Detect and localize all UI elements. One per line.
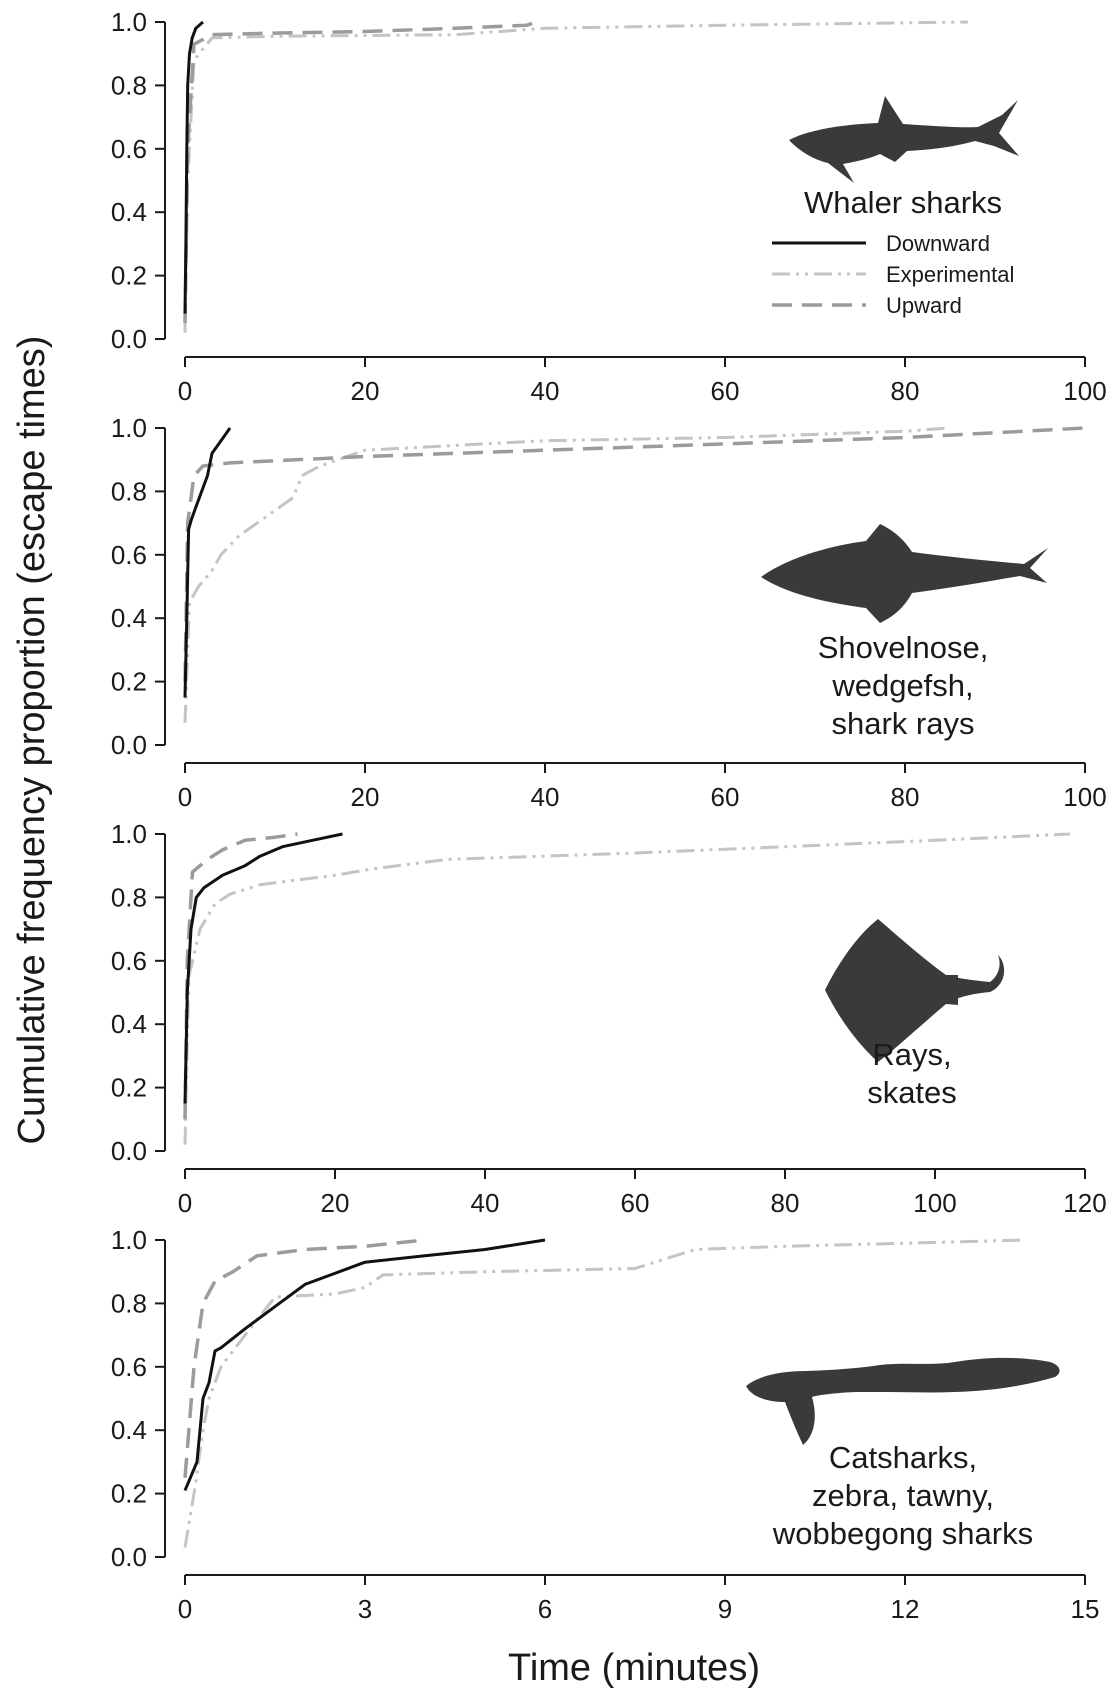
y-tick-label: 0.0 xyxy=(111,730,147,760)
panel-3: 0.0 0.2 0.4 0.6 0.8 1.0 0 20 40 60 80 100 120 Rays,sk… xyxy=(111,819,1107,1218)
y-tick-label: 0.8 xyxy=(111,476,147,506)
legend-label-upward: Upward xyxy=(886,293,962,318)
shovelnose-ray-icon xyxy=(761,524,1048,623)
y-tick-label: 1.0 xyxy=(111,819,147,849)
group-label: Whaler sharks xyxy=(804,185,1002,220)
x-tick-label: 40 xyxy=(471,1188,500,1218)
y-tick-label: 0.6 xyxy=(111,134,147,164)
y-tick-label: 0.0 xyxy=(111,1542,147,1572)
whaler-shark-icon xyxy=(789,96,1019,183)
legend-label-downward: Downward xyxy=(886,231,990,256)
x-tick-label: 60 xyxy=(621,1188,650,1218)
x-axis-title: Time (minutes) xyxy=(508,1647,760,1689)
x-tick-label: 60 xyxy=(711,782,740,812)
y-tick-label: 0.6 xyxy=(111,540,147,570)
series-line-experimental xyxy=(183,1238,1026,1548)
y-tick-label: 1.0 xyxy=(111,1225,147,1255)
x-tick-label: 100 xyxy=(1063,782,1106,812)
y-tick-label: 0.4 xyxy=(111,1009,147,1039)
y-tick-label: 0.8 xyxy=(111,1288,147,1318)
x-tick-label: 40 xyxy=(531,782,560,812)
series-line-downward xyxy=(183,427,232,698)
y-tick-label: 0.2 xyxy=(111,261,147,291)
legend: Downward Experimental Upward xyxy=(772,231,1014,318)
panel-1: 0.0 0.2 0.4 0.6 0.8 1.0 0 20 40 60 80 100 Whaler sha… xyxy=(111,7,1107,406)
series-line-downward xyxy=(183,20,204,314)
x-tick-label: 80 xyxy=(891,782,920,812)
x-tick-label: 80 xyxy=(771,1188,800,1218)
y-tick-label: 1.0 xyxy=(111,413,147,443)
x-tick-label: 20 xyxy=(321,1188,350,1218)
y-tick-label: 0.4 xyxy=(111,197,147,227)
x-tick-label: 60 xyxy=(711,376,740,406)
y-tick-label: 0.2 xyxy=(111,1073,147,1103)
x-tick-label: 15 xyxy=(1071,1594,1100,1624)
series-line-experimental xyxy=(183,832,1071,1145)
y-tick-label: 0.4 xyxy=(111,1415,147,1445)
x-tick-label: 100 xyxy=(913,1188,956,1218)
x-tick-label: 0 xyxy=(178,376,192,406)
group-label: Rays, xyxy=(872,1037,951,1072)
y-tick-label: 0.2 xyxy=(111,1479,147,1509)
x-tick-label: 9 xyxy=(718,1594,732,1624)
group-label: skates xyxy=(867,1075,957,1110)
panel-4: 0.0 0.2 0.4 0.6 0.8 1.0 0 3 6 9 12 15 Catsharks,zebr… xyxy=(111,1225,1100,1624)
panel-2: 0.0 0.2 0.4 0.6 0.8 1.0 0 20 40 60 80 100 Shovelnose… xyxy=(111,413,1107,812)
y-tick-label: 0.0 xyxy=(111,1136,147,1166)
wobbegong-shark-icon xyxy=(746,1357,1060,1445)
series-line-upward xyxy=(183,20,537,324)
x-tick-label: 100 xyxy=(1063,376,1106,406)
x-tick-label: 0 xyxy=(178,782,192,812)
x-tick-label: 3 xyxy=(358,1594,372,1624)
x-tick-label: 6 xyxy=(538,1594,552,1624)
x-tick-label: 20 xyxy=(351,376,380,406)
y-tick-label: 1.0 xyxy=(111,7,147,37)
legend-label-experimental: Experimental xyxy=(886,262,1014,287)
y-axis-title: Cumulative frequency proportion (escape … xyxy=(11,336,53,1145)
x-tick-label: 0 xyxy=(178,1594,192,1624)
x-tick-label: 20 xyxy=(351,782,380,812)
series-line-upward xyxy=(183,832,298,1120)
y-tick-label: 0.6 xyxy=(111,1352,147,1382)
x-tick-label: 12 xyxy=(891,1594,920,1624)
x-tick-label: 120 xyxy=(1063,1188,1106,1218)
series-line-downward xyxy=(183,832,343,1104)
x-tick-label: 80 xyxy=(891,376,920,406)
series-line-upward xyxy=(183,426,1086,682)
series-line-downward xyxy=(183,1238,546,1491)
x-tick-label: 0 xyxy=(178,1188,192,1218)
y-tick-label: 0.2 xyxy=(111,667,147,697)
group-label: wobbegong sharks xyxy=(772,1516,1033,1551)
group-label: Catsharks, xyxy=(829,1440,977,1475)
y-tick-label: 0.8 xyxy=(111,882,147,912)
y-tick-label: 0.4 xyxy=(111,603,147,633)
group-label: zebra, tawny, xyxy=(812,1478,994,1513)
y-tick-label: 0.6 xyxy=(111,946,147,976)
group-label: wedgefsh, xyxy=(831,668,973,703)
stingray-icon xyxy=(825,919,1005,1062)
y-tick-label: 0.0 xyxy=(111,324,147,354)
x-tick-label: 40 xyxy=(531,376,560,406)
group-label: Shovelnose, xyxy=(818,630,989,665)
group-label: shark rays xyxy=(832,706,975,741)
y-tick-label: 0.8 xyxy=(111,70,147,100)
series-line-upward xyxy=(183,1238,426,1478)
